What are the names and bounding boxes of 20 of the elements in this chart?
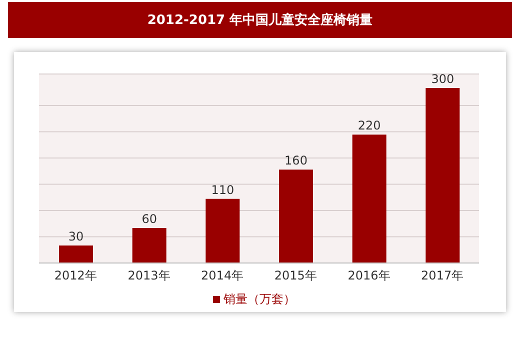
bar [426, 88, 460, 263]
legend-label: 销量（万套） [224, 292, 296, 306]
data-label: 30 [68, 230, 84, 244]
x-tick-label: 2016年 [348, 268, 390, 283]
bar [132, 228, 166, 263]
bar [352, 134, 386, 263]
x-tick-label: 2013年 [128, 268, 170, 283]
x-tick-label: 2015年 [274, 268, 317, 283]
bar [59, 246, 93, 263]
bar [279, 170, 313, 263]
x-tick-label: 2012年 [54, 268, 97, 283]
x-tick-label: 2017年 [421, 268, 464, 283]
data-label: 300 [431, 72, 454, 86]
data-label: 160 [284, 154, 308, 168]
data-label: 110 [211, 182, 234, 197]
data-label: 220 [358, 118, 381, 133]
chart-title: 2012-2017 年中国儿童安全座椅销量 [8, 2, 512, 38]
data-label: 60 [142, 212, 157, 226]
bar [206, 198, 240, 263]
x-tick-label: 2014年 [201, 268, 244, 283]
